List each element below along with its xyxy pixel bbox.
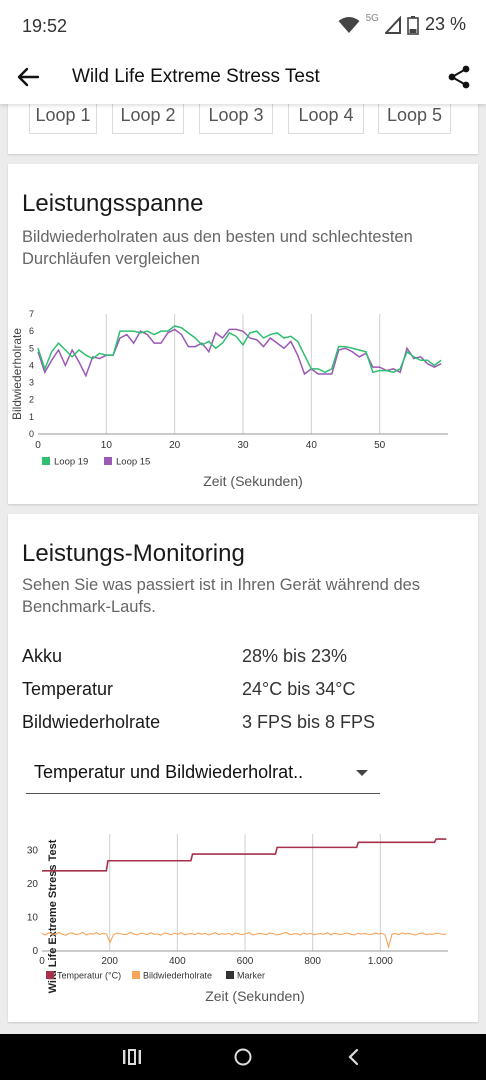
y-tick-label: 0 [32,946,38,957]
monitor-card-subtitle: Sehen Sie was passiert ist in Ihren Gerä… [22,576,421,616]
fps-comparison-chart: 0 10 20 30 40 50 0 1 2 3 4 5 6 7 Bildwiederholrate Loop… [10,309,448,489]
legend-swatch [226,971,234,979]
range-card-title: Leistungsspanne [22,190,204,217]
dropdown-arrow-icon [356,770,368,776]
monitoring-chart: 0 200 400 600 800 1.000 0 10 20 30 Wild Life Extre… [27,834,448,1004]
x-tick-label: 800 [304,956,321,967]
recent-apps-icon[interactable] [122,1048,142,1066]
loop-tab-2[interactable]: Loop 2 [112,98,184,134]
y-axis-label: Bildwiederholrate [10,328,24,420]
x-tick-label: 600 [237,956,254,967]
x-tick-label: 0 [35,440,41,451]
y-tick-label: 7 [29,309,34,319]
home-icon[interactable] [233,1047,253,1067]
series-line-loop-19 [37,325,442,374]
stat-value-temperature: 24°C bis 34°C [242,679,356,699]
legend-label: Marker [237,971,265,981]
legend-swatch [42,457,50,465]
legend-label: Loop 15 [116,457,150,468]
stat-value-framerate: 3 FPS bis 8 FPS [242,712,376,732]
x-axis-label: Zeit (Sekunden) [205,988,305,1004]
series-line-framerate [41,931,447,950]
x-tick-label: 1.000 [368,956,393,967]
y-tick-label: 4 [29,360,34,370]
legend-label: Temperatur (°C) [57,971,121,981]
status-icons: 5G 23 % [338,13,466,35]
x-axis-label: Zeit (Sekunden) [203,473,303,489]
stat-label-framerate: Bildwiederholrate [22,712,161,732]
x-tick-label: 200 [101,956,118,967]
legend-swatch [132,971,140,979]
performance-monitoring-card: Leistungs-Monitoring Sehen Sie was passi… [8,514,478,1022]
y-tick-label: 2 [29,395,34,405]
series-line-temperature [42,838,447,872]
range-card-subtitle: Bildwiederholraten aus den besten und sc… [22,228,413,268]
wifi-icon [338,16,360,33]
status-time: 19:52 [22,16,68,36]
dropdown-selected: Temperatur und Bildwiederholrat.. [34,762,304,782]
x-tick-label: 50 [374,440,386,451]
y-tick-label: 10 [27,913,39,924]
network-label: 5G [365,13,379,24]
page-title: Wild Life Extreme Stress Test [72,66,320,87]
app-bar: Wild Life Extreme Stress Test [0,50,486,104]
back-nav-icon[interactable] [346,1048,360,1066]
y-tick-label: 6 [29,326,34,336]
y-tick-label: 5 [29,343,34,353]
status-bar: 19:52 5G 23 % [0,0,486,50]
system-nav-bar [0,1034,486,1080]
y-tick-label: 20 [27,879,39,890]
battery-icon [407,15,419,35]
monitor-card-title: Leistungs-Monitoring [22,540,245,567]
share-icon[interactable] [446,64,472,90]
stat-label-battery: Akku [22,646,63,666]
cell-signal-icon [384,15,401,34]
y-tick-label: 30 [27,846,39,857]
chart-metric-dropdown[interactable]: Temperatur und Bildwiederholrat.. [26,756,380,794]
y-tick-label: 3 [29,378,34,388]
legend-swatch [46,971,54,979]
chart-title-vertical: Wild Life Extreme Stress Test [47,839,59,993]
x-tick-label: 20 [169,440,181,451]
performance-range-card: Leistungsspanne Bildwiederholraten aus d… [8,164,478,504]
series-line-loop-15 [37,328,442,378]
x-tick-label: 0 [39,956,45,967]
y-tick-label: 0 [29,429,34,439]
legend-label: Loop 19 [54,457,88,468]
legend-label: Bildwiederholrate [143,971,212,981]
legend-swatch [104,457,112,465]
battery-percent: 23 % [424,14,466,34]
stat-value-battery: 28% bis 23% [242,646,348,666]
stat-label-temperature: Temperatur [22,679,114,699]
x-tick-label: 40 [306,440,318,451]
x-tick-label: 400 [169,956,186,967]
y-tick-label: 1 [29,412,34,422]
arrow-back-icon[interactable] [14,63,42,91]
x-tick-label: 30 [237,440,249,451]
x-tick-label: 10 [101,440,113,451]
